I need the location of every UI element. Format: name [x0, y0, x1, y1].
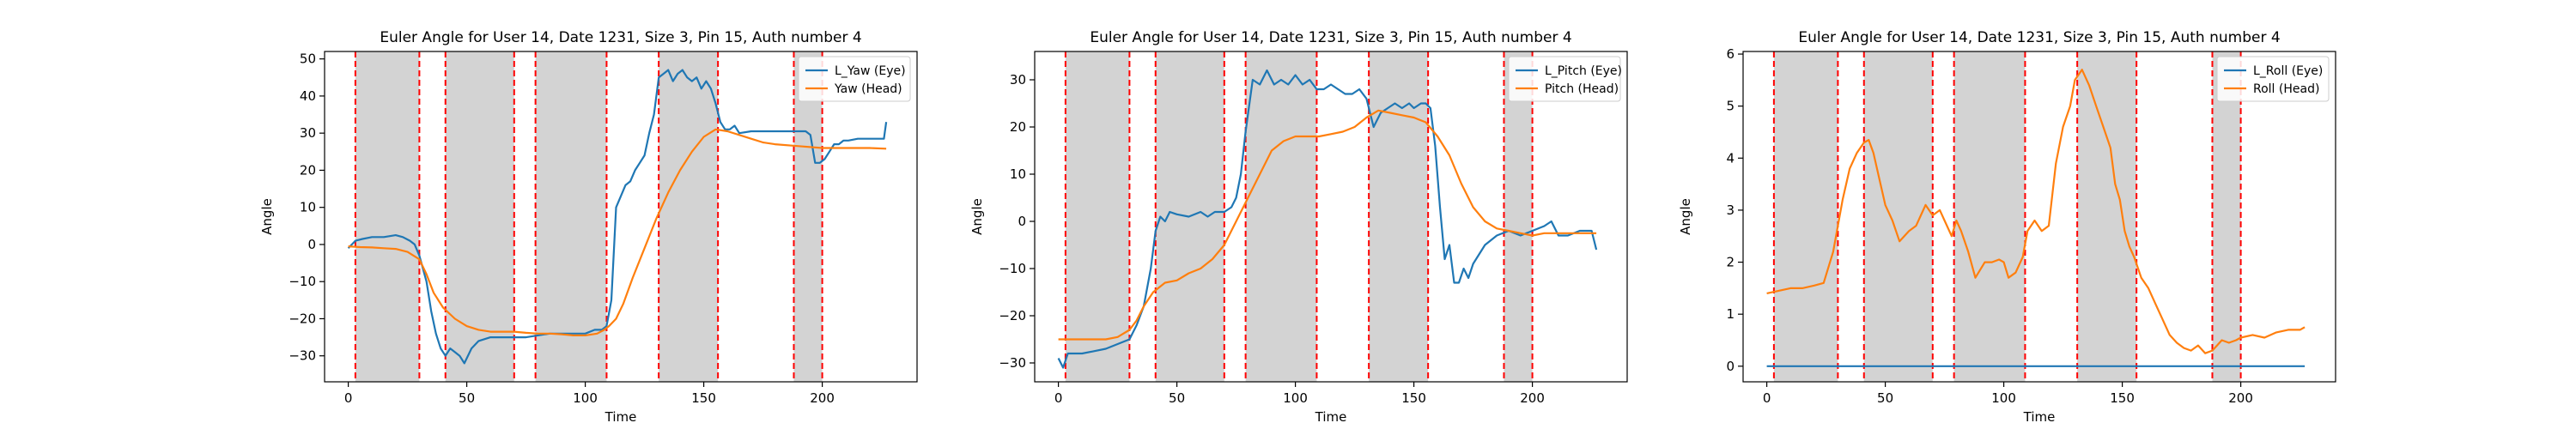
chart-panel-2: 0 50 100 150 200 −30 −20 −10 0 10 20 30 Euler Angle …: [969, 29, 1628, 425]
shaded-interval: [1369, 51, 1429, 382]
y-tick-label: 6: [1726, 46, 1735, 62]
legend: L_Yaw (Eye) Yaw (Head): [798, 56, 911, 102]
shaded-interval: [2212, 51, 2241, 382]
y-tick-label: 40: [300, 88, 316, 104]
y-tick-label: 1: [1726, 306, 1735, 322]
y-tick-label: 4: [1726, 150, 1735, 166]
y-tick-label: 2: [1726, 255, 1735, 270]
shaded-interval: [2077, 51, 2137, 382]
legend-label: L_Roll (Eye): [2253, 64, 2323, 78]
y-tick-label: −20: [289, 311, 316, 326]
shaded-interval: [1773, 51, 1838, 382]
x-tick-label: 50: [459, 390, 475, 406]
shaded-interval: [1863, 51, 1933, 382]
y-tick-label: 30: [1010, 72, 1026, 88]
y-tick-label: 20: [1010, 119, 1026, 135]
x-axis-label: Time: [1315, 409, 1347, 425]
x-tick-label: 150: [2110, 390, 2135, 406]
legend-label: Pitch (Head): [1545, 82, 1619, 96]
x-tick-label: 100: [1991, 390, 2016, 406]
y-tick-label: 50: [300, 51, 316, 67]
x-tick-label: 0: [1054, 390, 1063, 406]
y-tick-label: −10: [999, 261, 1026, 276]
shaded-interval: [1504, 51, 1533, 382]
series-line-1: [347, 69, 888, 365]
y-tick-label: 10: [300, 200, 316, 215]
shaded-interval: [1245, 51, 1317, 382]
shaded-interval: [659, 51, 719, 382]
y-tick-label: −30: [999, 355, 1026, 371]
y-axis-label: Angle: [1678, 198, 1693, 235]
y-tick-label: −10: [289, 274, 316, 289]
shaded-interval: [355, 51, 420, 382]
y-tick-label: 0: [307, 237, 316, 252]
chart-title: Euler Angle for User 14, Date 1231, Size…: [1090, 29, 1571, 46]
shaded-interval: [793, 51, 823, 382]
y-tick-label: 10: [1010, 166, 1026, 182]
series-line-1: [1057, 69, 1598, 369]
axes-frame: [1034, 51, 1628, 383]
x-tick-label: 200: [810, 390, 835, 406]
legend-label: L_Yaw (Eye): [835, 64, 906, 78]
x-axis-label: Time: [2023, 409, 2056, 425]
x-axis-label: Time: [605, 409, 637, 425]
chart-title: Euler Angle for User 14, Date 1231, Size…: [380, 29, 861, 46]
y-tick-label: −30: [289, 348, 316, 364]
series-line-2: [348, 128, 887, 336]
y-tick-label: 0: [1726, 359, 1735, 374]
x-tick-label: 200: [1520, 390, 1545, 406]
axes-frame: [1742, 51, 2336, 383]
y-tick-label: 20: [300, 162, 316, 178]
y-tick-label: 30: [300, 125, 316, 141]
y-axis-label: Angle: [259, 198, 275, 235]
legend-box: [2216, 56, 2330, 102]
y-tick-label: 5: [1726, 99, 1735, 114]
y-tick-label: 3: [1726, 202, 1735, 218]
shaded-interval: [1065, 51, 1130, 382]
legend-box: [1508, 56, 1621, 102]
x-tick-label: 50: [1169, 390, 1185, 406]
x-tick-label: 150: [691, 390, 716, 406]
legend-label: L_Pitch (Eye): [1545, 64, 1622, 78]
legend: L_Roll (Eye) Roll (Head): [2216, 56, 2330, 102]
chart-title: Euler Angle for User 14, Date 1231, Size…: [1798, 29, 2280, 46]
x-tick-label: 0: [1763, 390, 1771, 406]
x-tick-label: 200: [2228, 390, 2253, 406]
shaded-interval: [535, 51, 607, 382]
series-line-2: [1058, 109, 1597, 341]
x-tick-label: 100: [573, 390, 598, 406]
y-axis-label: Angle: [969, 198, 985, 235]
legend: L_Pitch (Eye) Pitch (Head): [1508, 56, 1622, 102]
legend-box: [798, 56, 911, 102]
y-tick-label: 0: [1018, 214, 1026, 229]
shaded-interval: [445, 51, 514, 382]
series-line-2: [1766, 69, 2306, 354]
chart-panel-1: 0 50 100 150 200 −30 −20 −10 0 10 20 30 40 50 Euler An…: [259, 29, 918, 425]
legend-label: Yaw (Head): [834, 82, 902, 96]
shaded-interval: [1953, 51, 2026, 382]
y-tick-label: −20: [999, 308, 1026, 323]
x-tick-label: 150: [1401, 390, 1426, 406]
x-tick-label: 50: [1877, 390, 1893, 406]
axes-frame: [324, 51, 918, 383]
x-tick-label: 0: [344, 390, 353, 406]
chart-panel-3: 0 50 100 150 200 0 1 2 3 4 5 6 Euler Angle for User …: [1678, 29, 2336, 425]
x-tick-label: 100: [1283, 390, 1308, 406]
legend-label: Roll (Head): [2253, 82, 2319, 96]
